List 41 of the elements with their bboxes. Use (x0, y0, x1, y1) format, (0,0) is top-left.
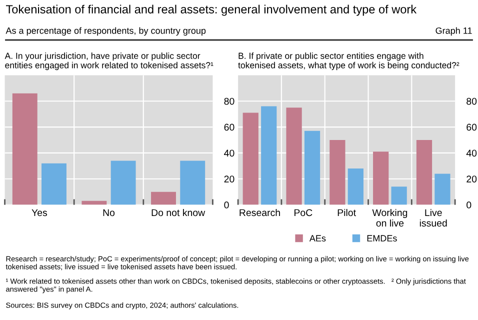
bar (434, 174, 450, 205)
x-tick-label: Working on live (372, 208, 408, 227)
bar (42, 163, 66, 205)
bar (242, 112, 258, 205)
x-tick-label: Pilot (338, 208, 356, 216)
chart-title: Tokenisation of financial and real assets: general involvement and type of work (6, 4, 417, 16)
legend-label: EMDEs (367, 235, 397, 242)
y-tick-label: 0 (466, 202, 472, 208)
y-tick-label: 80 (466, 98, 477, 105)
y-tick-label: 40 (224, 150, 234, 157)
y-tick-label: 80 (224, 98, 234, 105)
y-tick-label: 0 (224, 202, 229, 208)
x-tick-label: PoC (294, 209, 312, 216)
bar (82, 200, 107, 205)
chart-subtitle: As a percentage of respondents, by country group (6, 27, 206, 36)
y-tick-label: 60 (224, 124, 234, 131)
x-tick-label: Research (240, 208, 280, 216)
y-tick-label: 60 (466, 124, 477, 131)
y-tick-label: 20 (466, 176, 477, 182)
bar (12, 93, 38, 205)
bar (180, 160, 206, 205)
bar (304, 130, 320, 205)
x-axis-title: A. In your jurisdiction, have private or public sector entities engaged in work related to tokenised assets?¹ (4, 52, 214, 70)
bar (286, 108, 302, 205)
bar (261, 106, 277, 205)
bar (330, 140, 346, 205)
bar (391, 186, 407, 205)
x-tick-label: Yes (32, 209, 48, 216)
x-tick-label: Do not know (152, 208, 206, 216)
bar (348, 168, 364, 205)
caption: Graph 11 (436, 27, 472, 36)
bar (151, 192, 176, 205)
legend-label: AEs (309, 235, 326, 242)
bar (373, 152, 389, 205)
x-tick-label: No (103, 209, 115, 216)
bar (110, 160, 136, 205)
y-tick-label: 40 (466, 150, 477, 157)
y-tick-label: 20 (224, 176, 234, 182)
x-axis-title: B. If private or public sector entities engage with tokenised assets, what type of work is being conducted?² (238, 52, 460, 70)
x-tick-label: Live issued (420, 208, 447, 227)
bar (416, 140, 432, 205)
